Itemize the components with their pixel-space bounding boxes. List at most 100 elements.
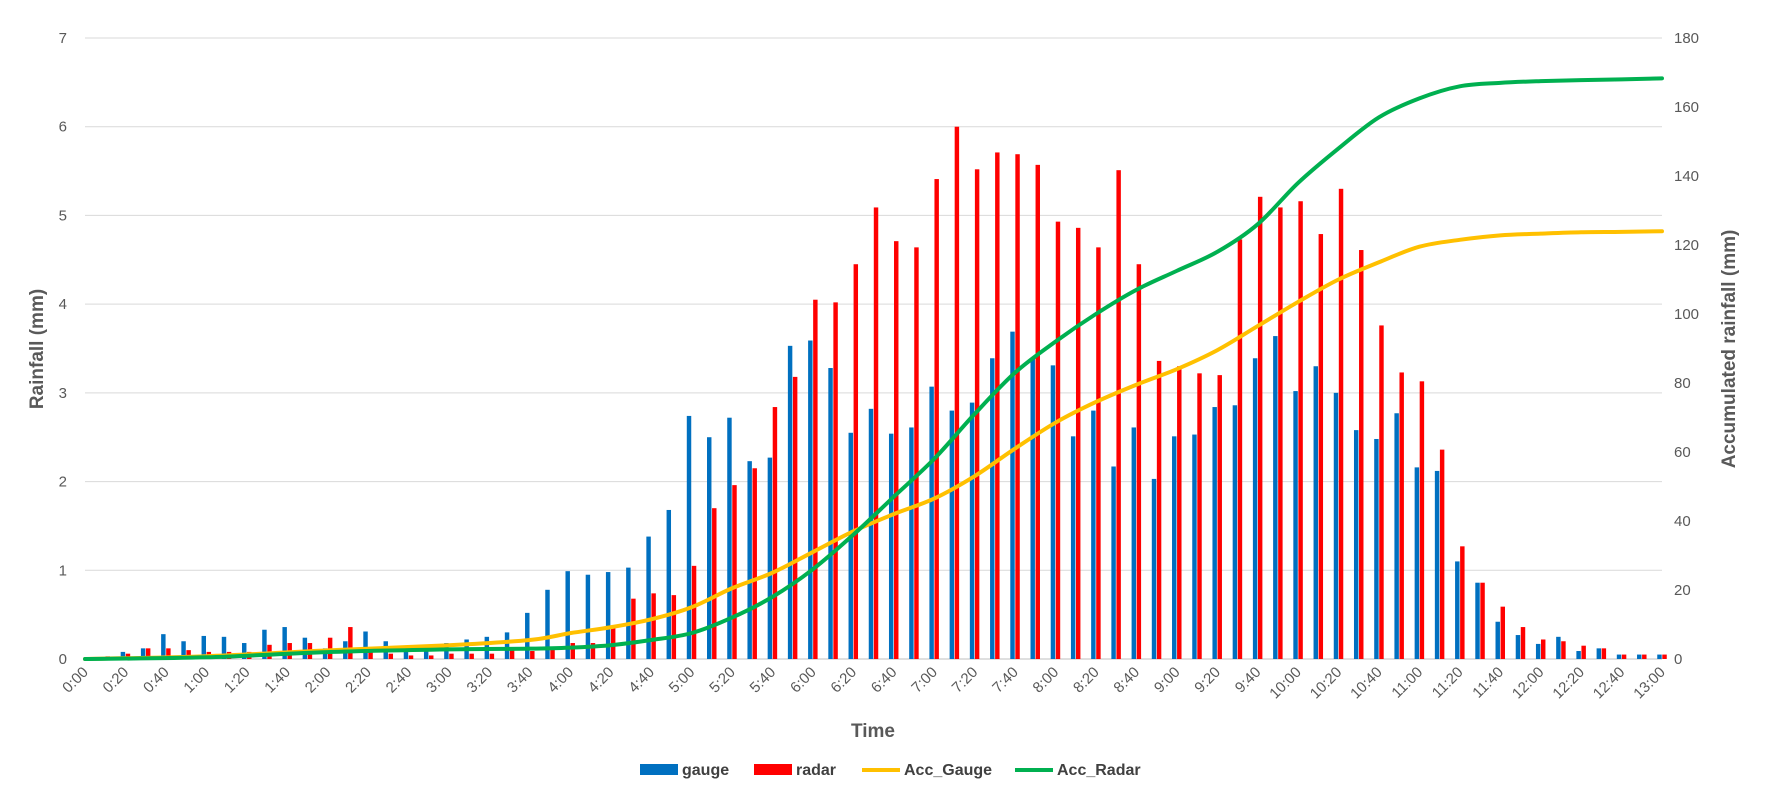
x-tick-label: 12:40 bbox=[1590, 664, 1629, 703]
bar-gauge bbox=[888, 433, 894, 659]
bar-radar bbox=[550, 646, 555, 659]
y-tick-label: 4 bbox=[59, 296, 67, 313]
y2-tick-label: 20 bbox=[1674, 582, 1691, 599]
bar-radar bbox=[1096, 247, 1101, 659]
bar-gauge bbox=[626, 567, 631, 659]
bar-gauge bbox=[1374, 438, 1379, 659]
x-tick-label: 7:40 bbox=[989, 664, 1022, 697]
y-tick-label: 3 bbox=[59, 385, 67, 402]
bar-gauge bbox=[767, 457, 773, 659]
bar-gauge bbox=[1556, 636, 1561, 659]
bar-gauge bbox=[605, 572, 611, 659]
bar-radar bbox=[1419, 381, 1425, 659]
y-tick-label: 0 bbox=[59, 651, 67, 668]
bar-radar bbox=[408, 655, 414, 659]
bar-gauge bbox=[423, 650, 429, 659]
y-tick-label: 7 bbox=[59, 30, 67, 47]
x-tick-label: 11:20 bbox=[1429, 664, 1467, 702]
x-tick-label: 3:40 bbox=[504, 664, 537, 697]
bar-radar bbox=[1278, 207, 1283, 660]
bar-radar bbox=[934, 179, 939, 659]
bar-gauge bbox=[828, 368, 833, 659]
y-tick-label: 2 bbox=[59, 474, 67, 491]
bar-gauge bbox=[221, 636, 227, 659]
x-tick-label: 12:00 bbox=[1509, 664, 1548, 703]
gridlines bbox=[85, 37, 1662, 660]
bar-gauge bbox=[363, 631, 368, 659]
y2-tick-label: 180 bbox=[1674, 30, 1699, 47]
bar-radar bbox=[1237, 239, 1243, 660]
bar-gauge bbox=[686, 415, 692, 659]
y2-axis-title: Accumulated rainfall (mm) bbox=[1719, 230, 1740, 469]
bar-radar bbox=[1662, 654, 1667, 659]
x-tick-label: 4:20 bbox=[585, 664, 618, 697]
x-tick-label: 8:40 bbox=[1110, 664, 1143, 697]
x-tick-label: 0:00 bbox=[59, 664, 92, 697]
bar-gauge bbox=[1535, 643, 1541, 659]
bar-radar bbox=[1015, 154, 1020, 660]
bar-radar bbox=[1298, 201, 1303, 659]
x-tick-label: 0:20 bbox=[100, 664, 133, 697]
bar-gauge bbox=[504, 632, 510, 659]
bar-gauge bbox=[403, 648, 409, 659]
x-tick-label: 10:00 bbox=[1266, 664, 1305, 703]
bar-gauge bbox=[1273, 336, 1278, 659]
bar-gauge bbox=[565, 571, 570, 659]
x-tick-label: 2:40 bbox=[383, 664, 416, 697]
bar-gauge bbox=[1637, 654, 1642, 659]
x-tick-label: 6:40 bbox=[868, 664, 901, 697]
bar-radar bbox=[712, 508, 717, 659]
bar-radar bbox=[1480, 582, 1485, 659]
x-tick-label: 8:00 bbox=[1030, 664, 1063, 697]
legend-swatch-gauge bbox=[640, 764, 678, 775]
bar-gauge bbox=[282, 627, 287, 659]
bar-radar bbox=[530, 651, 535, 659]
bar-gauge bbox=[1252, 358, 1258, 659]
bar-radar bbox=[469, 653, 474, 659]
bar-gauge bbox=[1394, 413, 1399, 659]
bar-gauge bbox=[1333, 392, 1339, 659]
bar-gauge bbox=[868, 408, 874, 659]
y-tick-label: 1 bbox=[59, 562, 67, 579]
x-tick-label: 10:40 bbox=[1347, 664, 1386, 703]
x-tick-label: 12:20 bbox=[1549, 664, 1588, 703]
bar-radar bbox=[348, 627, 353, 659]
bar-radar bbox=[691, 565, 697, 659]
line-acc-radar bbox=[83, 76, 1664, 661]
bar-gauge bbox=[949, 410, 955, 659]
bar-radar bbox=[429, 655, 434, 659]
bar-radar bbox=[954, 126, 960, 659]
bar-gauge bbox=[1232, 405, 1238, 659]
bar-radar bbox=[732, 485, 737, 659]
bar-radar bbox=[368, 650, 373, 659]
bar-gauge bbox=[1576, 651, 1581, 659]
bar-gauge bbox=[1212, 407, 1217, 659]
bar-radar bbox=[1520, 627, 1526, 659]
bar-gauge bbox=[1050, 365, 1056, 659]
bar-gauge bbox=[747, 461, 752, 659]
bar-radar bbox=[914, 247, 919, 659]
bar-radar bbox=[1318, 234, 1324, 659]
x-tick-label: 11:00 bbox=[1388, 664, 1426, 702]
bar-gauge bbox=[302, 637, 308, 659]
x-tick-label: 2:20 bbox=[342, 664, 375, 697]
bar-gauge bbox=[848, 432, 853, 659]
bar-gauge bbox=[1070, 436, 1076, 659]
bar-radar bbox=[186, 650, 191, 659]
bar-radar bbox=[1561, 641, 1566, 659]
bar-radar bbox=[1601, 648, 1607, 659]
bar-gauge bbox=[1131, 427, 1137, 659]
bar-gauge bbox=[909, 427, 914, 659]
bar-radar bbox=[873, 207, 879, 660]
bar-radar bbox=[1116, 170, 1121, 660]
bar-gauge bbox=[241, 643, 247, 659]
bar-gauge bbox=[181, 641, 186, 659]
bar-radar bbox=[1379, 325, 1384, 659]
bar-radar bbox=[671, 595, 677, 659]
y2-tick-label: 60 bbox=[1674, 444, 1691, 461]
bar-radar bbox=[1540, 639, 1546, 659]
legend-label-radar: radar bbox=[796, 762, 836, 779]
x-tick-label: 11:40 bbox=[1469, 664, 1507, 702]
legend-label-gauge: gauge bbox=[682, 762, 729, 779]
